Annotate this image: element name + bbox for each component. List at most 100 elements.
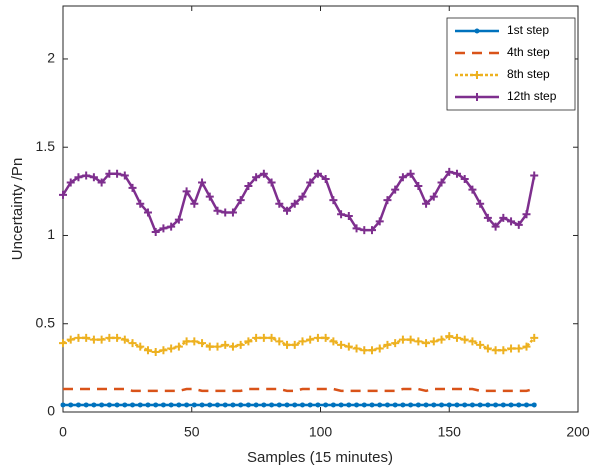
marker — [422, 339, 431, 348]
marker — [522, 342, 531, 351]
marker — [267, 178, 276, 187]
marker — [483, 213, 492, 222]
x-tick-label: 200 — [566, 424, 590, 440]
marker — [429, 337, 438, 346]
marker — [261, 402, 267, 408]
marker — [468, 337, 477, 346]
marker — [445, 332, 454, 341]
marker — [68, 402, 74, 408]
legend-marker — [473, 93, 481, 101]
marker — [476, 340, 485, 349]
marker — [137, 402, 143, 408]
marker — [499, 213, 508, 222]
marker — [452, 169, 461, 178]
marker — [213, 342, 222, 351]
legend-label: 4th step — [507, 45, 550, 59]
marker — [128, 183, 137, 192]
marker — [252, 333, 261, 342]
marker — [306, 335, 315, 344]
marker — [429, 192, 438, 201]
marker — [344, 342, 353, 351]
marker — [321, 174, 330, 183]
marker — [384, 402, 390, 408]
marker — [299, 402, 305, 408]
x-tick-label: 0 — [59, 424, 67, 440]
marker — [113, 169, 122, 178]
marker — [360, 226, 369, 235]
marker — [252, 173, 261, 182]
marker — [122, 402, 128, 408]
marker — [321, 333, 330, 342]
marker — [230, 402, 236, 408]
marker — [97, 178, 106, 187]
marker — [499, 346, 508, 355]
marker — [298, 192, 307, 201]
marker — [82, 171, 91, 180]
marker — [493, 402, 499, 408]
marker — [462, 402, 468, 408]
marker — [507, 344, 516, 353]
marker — [167, 222, 176, 231]
marker — [524, 402, 529, 408]
marker — [391, 339, 400, 348]
marker — [530, 171, 539, 180]
marker — [222, 402, 228, 408]
marker — [160, 402, 166, 408]
marker — [398, 335, 407, 344]
marker — [143, 208, 152, 217]
marker — [284, 402, 290, 408]
marker — [368, 226, 376, 235]
marker — [383, 340, 392, 349]
y-axis-label: Uncertainty /Pn — [9, 158, 26, 261]
marker — [437, 335, 446, 344]
marker — [199, 402, 205, 408]
marker — [377, 402, 383, 408]
marker — [307, 402, 313, 408]
marker — [491, 346, 500, 355]
y-tick-label: 2 — [47, 50, 55, 66]
marker — [120, 335, 129, 344]
marker — [383, 196, 392, 205]
marker — [99, 402, 105, 408]
marker — [368, 346, 376, 355]
marker — [423, 402, 429, 408]
marker — [283, 206, 292, 215]
marker — [74, 333, 83, 342]
marker — [221, 340, 230, 349]
legend-label: 8th step — [507, 67, 550, 81]
marker — [244, 182, 253, 191]
marker — [337, 210, 346, 219]
marker — [414, 337, 423, 346]
x-tick-label: 50 — [184, 424, 200, 440]
x-tick-label: 150 — [438, 424, 462, 440]
marker — [259, 169, 268, 178]
marker — [491, 222, 500, 231]
y-tick-label: 0.5 — [36, 314, 56, 330]
marker — [176, 402, 182, 408]
marker — [205, 192, 214, 201]
marker — [59, 339, 67, 348]
marker — [159, 346, 168, 355]
legend-marker — [473, 71, 481, 79]
marker — [445, 167, 454, 176]
marker — [91, 402, 97, 408]
marker — [136, 199, 145, 208]
marker — [514, 344, 523, 353]
x-tick-label: 100 — [309, 424, 333, 440]
marker — [460, 335, 469, 344]
marker — [66, 335, 75, 344]
marker — [75, 402, 81, 408]
marker — [60, 402, 66, 408]
marker — [315, 402, 321, 408]
marker — [290, 340, 299, 349]
marker — [267, 333, 276, 342]
marker — [74, 173, 83, 182]
marker — [514, 220, 523, 229]
marker — [422, 199, 431, 208]
marker — [439, 402, 445, 408]
marker — [244, 337, 253, 346]
marker — [352, 224, 361, 233]
marker — [516, 402, 522, 408]
marker — [130, 402, 136, 408]
marker — [275, 337, 284, 346]
